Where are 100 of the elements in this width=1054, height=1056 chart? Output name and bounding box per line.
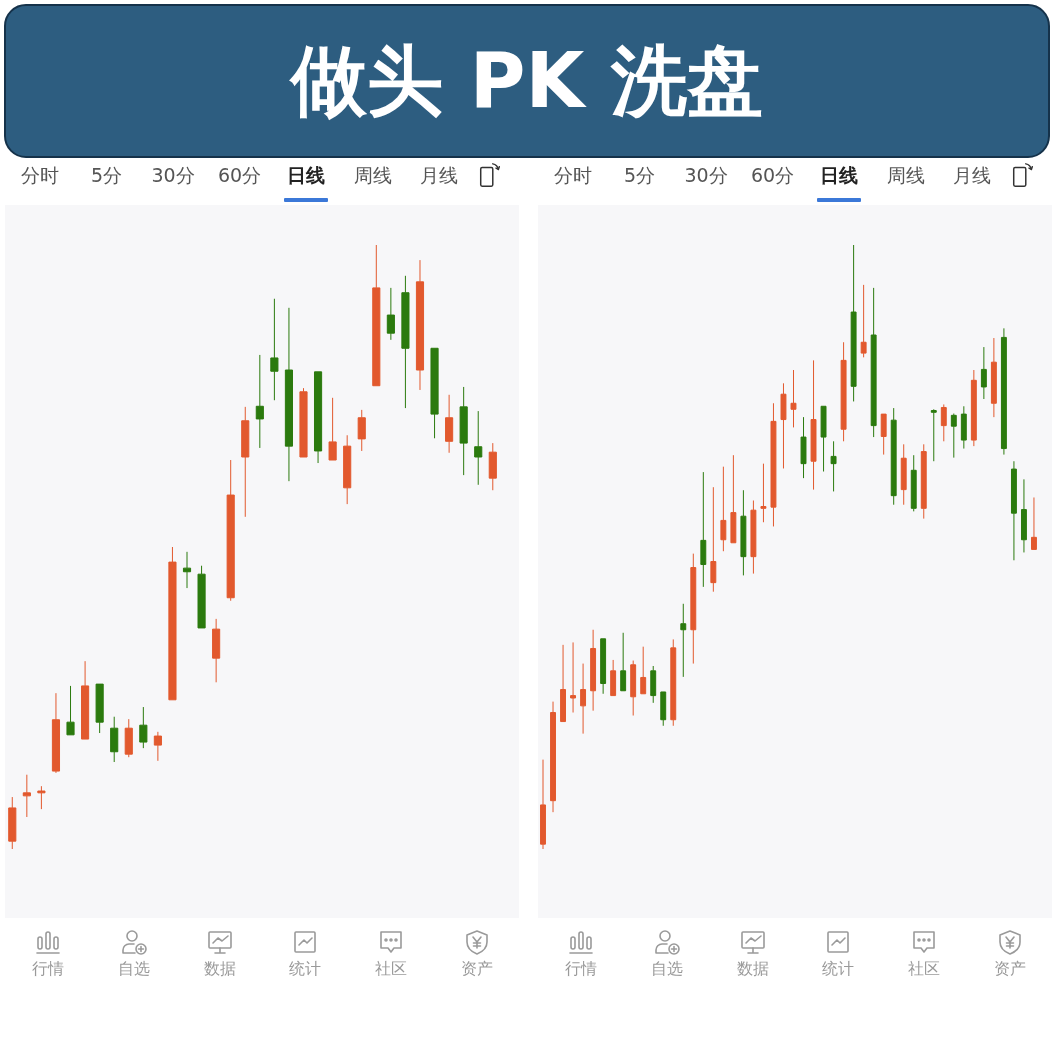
candlestick: [182, 551, 192, 589]
candlestick: [415, 259, 425, 391]
candlestick: [110, 716, 119, 763]
candlestick: [343, 434, 352, 505]
candlestick: [990, 337, 997, 418]
candlestick: [124, 718, 133, 758]
candlestick: [372, 245, 381, 387]
candlestick: [870, 287, 877, 438]
text: 分时: [21, 163, 59, 187]
candlestick: [313, 371, 323, 464]
text: 社区: [908, 959, 941, 979]
candlestick: [890, 407, 897, 506]
candlestick: [1010, 460, 1017, 561]
candlestick: [474, 410, 483, 486]
text: 月线: [420, 163, 458, 187]
candlestick: [22, 774, 31, 818]
text: 周线: [886, 163, 925, 187]
candlestick: [1000, 327, 1007, 456]
candlestick: [81, 660, 90, 740]
candlestick: [950, 413, 957, 459]
chart-title: 做头 PK 洗盘: [291, 36, 763, 126]
candlestick: [255, 354, 264, 449]
text: 分时: [554, 163, 592, 187]
candlestick: [920, 443, 927, 520]
text: 统计: [289, 959, 322, 979]
candlestick: [445, 394, 454, 454]
text: 资产: [994, 959, 1026, 979]
text: 日线: [287, 163, 325, 187]
candlestick: [357, 409, 366, 452]
candlestick: [740, 489, 747, 576]
candlestick: [630, 660, 637, 717]
candlestick: [197, 565, 206, 629]
text: 5分: [90, 163, 123, 187]
candlestick: [580, 663, 587, 735]
candlestick: [560, 644, 566, 723]
candlestick: [328, 397, 337, 461]
candlestick: [640, 646, 647, 695]
candlestick: [600, 638, 607, 695]
candlestick: [153, 731, 162, 762]
text: 60分: [750, 163, 795, 187]
candlestick: [860, 284, 867, 358]
candlestick: [730, 454, 737, 544]
candlestick: [940, 403, 947, 442]
candlestick: [680, 603, 687, 678]
candlestick: [820, 405, 827, 472]
text: 资产: [461, 959, 493, 979]
text: 周线: [353, 163, 392, 187]
candlestick: [690, 553, 697, 665]
candlestick: [8, 796, 17, 849]
candlestick: [1020, 478, 1027, 553]
candlestick: [620, 632, 627, 692]
candlestick: [139, 706, 148, 749]
candlestick: [1031, 496, 1037, 550]
candlestick: [770, 402, 777, 527]
text: 自选: [650, 959, 683, 979]
candlestick: [970, 369, 977, 447]
text: 日线: [820, 163, 858, 187]
candlestick: [710, 486, 717, 593]
candlestick: [910, 454, 917, 512]
candlestick: [540, 759, 546, 849]
candlestick: [750, 499, 757, 575]
text: 行情: [565, 959, 597, 979]
candlestick: [650, 665, 657, 704]
candlestick: [299, 387, 308, 458]
candlestick: [270, 298, 279, 401]
text: 行情: [32, 959, 64, 979]
text: 自选: [117, 959, 150, 979]
candlestick: [590, 629, 597, 712]
candlestick: [850, 245, 857, 402]
candlestick: [51, 692, 61, 774]
candlestick: [790, 369, 797, 428]
candlestick: [386, 287, 395, 341]
candlestick: [95, 683, 104, 734]
candlestick: [880, 413, 887, 456]
candlestick: [610, 659, 617, 697]
candlestick: [66, 685, 75, 736]
text: 60分: [217, 163, 262, 187]
candlestick: [212, 618, 221, 683]
candlestick: [168, 546, 177, 701]
text: 30分: [684, 163, 728, 187]
candlestick: [459, 386, 468, 476]
candlestick: [800, 416, 807, 479]
text: 社区: [375, 959, 408, 979]
candlestick: [284, 307, 294, 482]
text: 30分: [151, 163, 195, 187]
candlestick: [760, 463, 767, 523]
candlestick: [430, 347, 439, 439]
candlestick: [241, 406, 250, 518]
text: 月线: [953, 163, 991, 187]
candlestick: [570, 641, 577, 713]
candlestick: [401, 275, 410, 409]
candlestick: [37, 785, 46, 810]
candlestick: [900, 443, 907, 506]
candlestick: [488, 442, 497, 491]
candlestick: [720, 466, 727, 552]
candlestick: [960, 405, 967, 450]
candlestick: [830, 440, 837, 492]
candlestick: [980, 346, 987, 400]
text: 数据: [736, 959, 769, 979]
candlestick: [700, 471, 707, 588]
